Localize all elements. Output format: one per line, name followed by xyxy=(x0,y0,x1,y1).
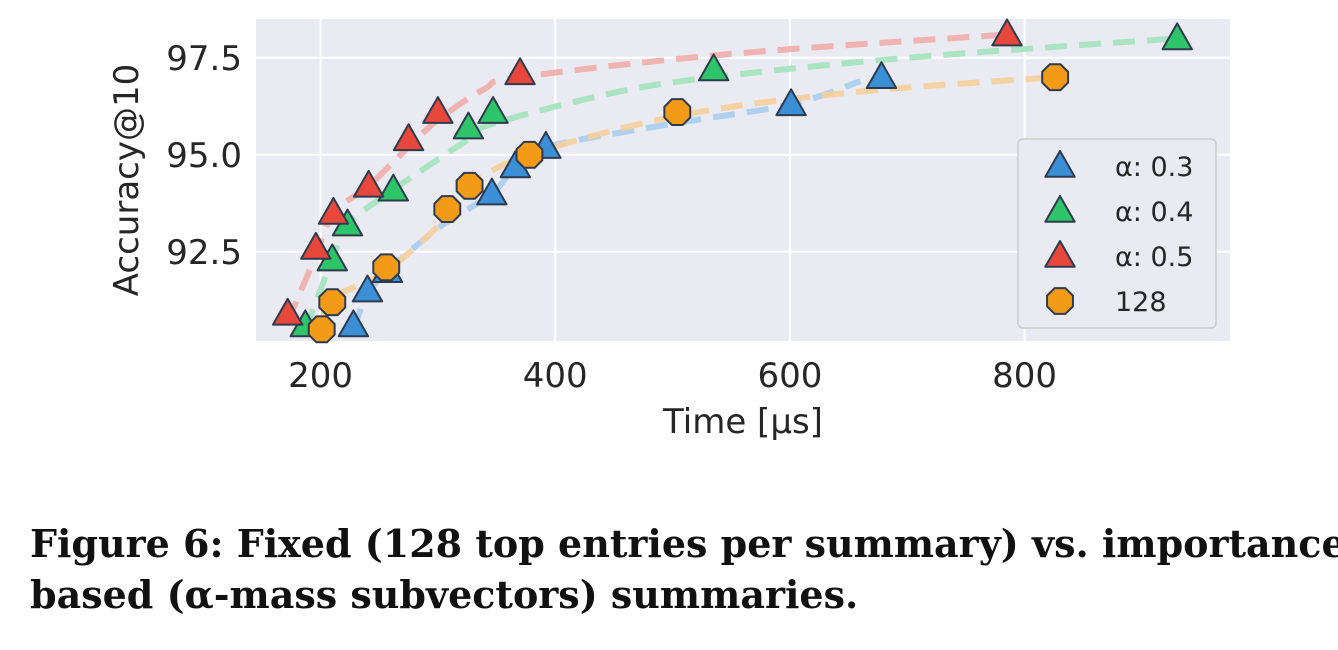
chart: 200 400 600 800 92.5 95.0 97.5 Time [μs] Accur… xyxy=(107,18,1230,442)
legend-marker xyxy=(1044,150,1076,178)
triangle-marker xyxy=(1161,22,1193,51)
octagon-marker xyxy=(455,171,484,200)
figure-caption: Figure 6: Fixed (128 top entries per sum… xyxy=(30,518,1338,620)
octagon-marker xyxy=(515,140,544,169)
legend-label: 128 xyxy=(1115,287,1167,318)
triangle-marker xyxy=(271,297,304,326)
triangle-marker xyxy=(477,96,509,124)
triangle-marker xyxy=(377,173,409,202)
legend-box xyxy=(1017,138,1217,329)
x-tick-label: 600 xyxy=(757,356,822,396)
legend-marker xyxy=(1044,240,1076,268)
triangle-marker xyxy=(392,123,425,152)
octagon-marker xyxy=(1041,63,1070,92)
x-tick-label: 200 xyxy=(288,356,353,396)
legend-label: α: 0.5 xyxy=(1115,242,1193,273)
triangle-marker xyxy=(865,61,898,89)
triangle-marker xyxy=(352,169,385,198)
triangle-marker xyxy=(300,231,332,260)
legend-marker xyxy=(1046,287,1074,315)
series-markers xyxy=(271,18,1023,326)
triangle-marker xyxy=(991,18,1023,47)
octagon-marker xyxy=(663,98,692,127)
y-tick-label: 92.5 xyxy=(166,233,242,273)
legend: α: 0.3 α: 0.4 α: 0.5 128 xyxy=(1017,138,1217,329)
octagon-marker xyxy=(372,253,401,282)
caption-line-1: Figure 6: Fixed (128 top entries per sum… xyxy=(30,521,1338,566)
x-tick-label: 800 xyxy=(992,356,1057,396)
octagon-marker xyxy=(318,288,347,317)
legend-label: α: 0.4 xyxy=(1115,197,1193,228)
triangle-marker xyxy=(504,57,536,86)
legend-marker xyxy=(1044,195,1076,223)
triangle-marker xyxy=(422,96,454,124)
triangle-marker xyxy=(476,177,508,206)
triangle-marker xyxy=(317,196,350,225)
caption-line-2: based (α-mass subvectors) summaries. xyxy=(30,572,859,617)
octagon-marker xyxy=(433,195,462,224)
legend-items: α: 0.3 α: 0.4 α: 0.5 128 xyxy=(1044,150,1193,318)
legend-label: α: 0.3 xyxy=(1115,152,1193,183)
triangle-marker xyxy=(337,309,370,338)
y-axis-label: Accuracy@10 xyxy=(107,64,147,297)
y-tick-label: 97.5 xyxy=(166,39,242,79)
x-tick-label: 400 xyxy=(523,356,588,396)
x-axis-label: Time [μs] xyxy=(662,402,823,442)
triangle-marker xyxy=(351,274,384,303)
octagon-marker xyxy=(307,315,336,344)
triangle-marker xyxy=(775,88,807,117)
y-tick-label: 95.0 xyxy=(166,136,242,176)
tick-labels: 200 400 600 800 92.5 95.0 97.5 xyxy=(166,39,1057,396)
triangle-marker xyxy=(697,53,730,82)
data-markers xyxy=(271,18,1193,344)
triangle-marker xyxy=(452,111,485,140)
series-markers xyxy=(307,63,1070,344)
